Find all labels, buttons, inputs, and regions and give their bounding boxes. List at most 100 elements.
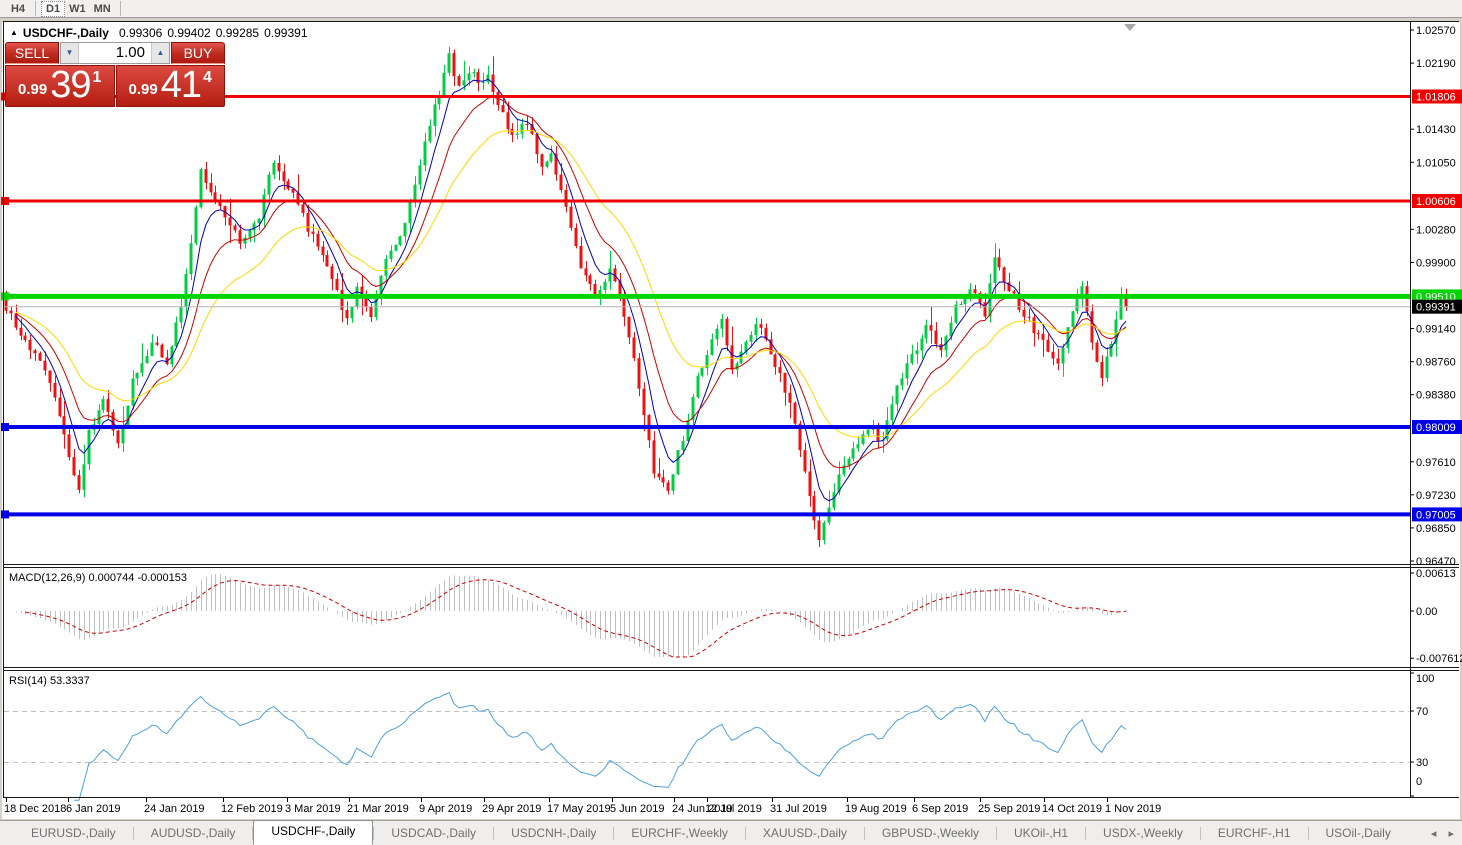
svg-text:1.02570: 1.02570 [1416, 25, 1456, 37]
tab-separator [613, 827, 615, 840]
svg-text:14 Oct 2019: 14 Oct 2019 [1042, 803, 1102, 815]
symbol-name: USDCHF-,Daily [22, 26, 109, 40]
volume-decrease-button[interactable]: ▼ [61, 43, 79, 63]
ma-line-26 [15, 129, 1127, 438]
svg-text:19 Aug 2019: 19 Aug 2019 [845, 803, 907, 815]
svg-text:100: 100 [1416, 673, 1434, 685]
level-lines [1, 92, 1410, 519]
tab-scroll-left-button[interactable]: ◂ [1430, 828, 1437, 840]
svg-text:29 Apr 2019: 29 Apr 2019 [482, 803, 541, 815]
price-axis: 1.02570 1.02190 1.01430 1.01050 1.00280 0.999… [1410, 25, 1462, 568]
level-line-handle[interactable] [1, 423, 9, 432]
level-line-handle[interactable] [1, 510, 9, 519]
svg-text:1.01806: 1.01806 [1416, 92, 1456, 104]
one-click-trading-panel: SELL ▼ 1.00 ▲ BUY 0.99 39 1 0.99 41 4 [5, 42, 225, 107]
svg-text:1.00280: 1.00280 [1416, 224, 1456, 236]
tab-scroll-right-button[interactable]: ▸ [1448, 828, 1454, 840]
svg-text:0.97230: 0.97230 [1416, 490, 1456, 502]
macd-signal-line [25, 579, 1127, 658]
buy-button[interactable]: BUY [171, 42, 225, 64]
sell-price-sup: 1 [92, 69, 102, 86]
svg-text:0.96470: 0.96470 [1416, 556, 1456, 568]
tab-separator [996, 827, 998, 840]
tab-audusd-daily[interactable]: AUDUSD-,Daily [150, 826, 236, 840]
symbol-tab-bar: EURUSD-,Daily AUDUSD-,Daily USDCHF-,Daily U… [0, 820, 1462, 845]
svg-text:30: 30 [1416, 757, 1428, 769]
ma-line-6 [15, 78, 1127, 502]
svg-text:17 May 2019: 17 May 2019 [547, 803, 611, 815]
volume-increase-button[interactable]: ▲ [151, 43, 169, 63]
tab-separator [1199, 827, 1201, 840]
tab-separator [252, 827, 254, 840]
svg-text:5 Jun 2019: 5 Jun 2019 [610, 803, 664, 815]
tab-xauusd-daily[interactable]: XAUUSD-,Daily [762, 826, 847, 840]
tab-ukoil-h1[interactable]: UKOil-,H1 [1014, 826, 1069, 840]
tab-eurusd-daily[interactable]: EURUSD-,Daily [31, 826, 116, 840]
svg-text:0.97610: 0.97610 [1416, 457, 1456, 469]
tab-separator [493, 827, 495, 840]
pane-borders [3, 21, 1459, 798]
timeframe-button-mn[interactable]: MN [93, 2, 111, 15]
sell-price-big: 39 [50, 64, 91, 106]
svg-text:0: 0 [1416, 776, 1422, 788]
svg-text:0.96850: 0.96850 [1416, 523, 1456, 535]
sell-price-button[interactable]: 0.99 39 1 [5, 65, 115, 107]
sell-price-prefix: 0.99 [18, 81, 48, 98]
buy-price-big: 41 [160, 64, 202, 106]
tab-separator [132, 827, 134, 840]
rsi-indicator-label: RSI(14) 53.3337 [9, 675, 90, 687]
tab-gbpusd-weekly[interactable]: GBPUSD-,Weekly [881, 826, 980, 840]
svg-text:31 Jul 2019: 31 Jul 2019 [770, 803, 827, 815]
quote-open: 0.99306 [118, 26, 163, 40]
chart-title: ▲ USDCHF-,Daily 0.99306 0.99402 0.99285 0.993… [10, 26, 313, 40]
buy-price-button[interactable]: 0.99 41 4 [115, 64, 225, 107]
toolbar-separator [35, 1, 36, 16]
level-line-handle[interactable] [1, 196, 9, 205]
macd-pane [11, 574, 1127, 658]
tab-usoil-daily[interactable]: USOil-,Daily [1325, 826, 1391, 840]
svg-text:1.02190: 1.02190 [1416, 58, 1456, 70]
svg-text:1.01050: 1.01050 [1416, 157, 1456, 169]
volume-input[interactable]: 1.00 [115, 44, 145, 61]
svg-text:0.99900: 0.99900 [1416, 257, 1456, 269]
macd-name: MACD(12,26,9) [9, 572, 86, 584]
moving-average-lines [15, 78, 1127, 502]
svg-text:0.98380: 0.98380 [1416, 390, 1456, 402]
timeframe-button-h4[interactable]: H4 [10, 2, 26, 15]
tab-separator [1085, 827, 1087, 840]
svg-text:6 Jan 2019: 6 Jan 2019 [66, 803, 120, 815]
svg-text:1.00606: 1.00606 [1416, 196, 1456, 208]
svg-text:12 Feb 2019: 12 Feb 2019 [221, 803, 283, 815]
tab-usdcad-daily[interactable]: USDCAD-,Daily [391, 826, 477, 840]
symbol-triangle-icon: ▲ [10, 28, 18, 37]
svg-text:24 Jan 2019: 24 Jan 2019 [144, 803, 205, 815]
price-badge [1412, 194, 1462, 208]
level-line-handle[interactable] [1, 292, 9, 301]
svg-text:1 Nov 2019: 1 Nov 2019 [1105, 803, 1161, 815]
svg-text:0.00613: 0.00613 [1416, 568, 1456, 580]
svg-text:0.00: 0.00 [1416, 606, 1437, 618]
tab-usdchf-daily[interactable]: USDCHF-,Daily [253, 820, 374, 845]
tab-separator [1307, 827, 1309, 840]
tab-usdcnh-daily[interactable]: USDCNH-,Daily [511, 826, 597, 840]
tab-usdx-weekly[interactable]: USDX-,Weekly [1103, 826, 1183, 840]
svg-text:12 Jul 2019: 12 Jul 2019 [705, 803, 762, 815]
svg-text:6 Sep 2019: 6 Sep 2019 [912, 803, 968, 815]
chart-shift-marker-icon [1124, 24, 1136, 31]
sell-button[interactable]: SELL [5, 42, 59, 64]
toolbar-separator [119, 1, 121, 16]
timeframe-button-d1[interactable]: D1 [41, 0, 66, 17]
svg-text:0.99391: 0.99391 [1416, 302, 1456, 314]
price-badge [1412, 507, 1462, 522]
svg-text:0.98760: 0.98760 [1416, 357, 1456, 369]
svg-text:0.98009: 0.98009 [1416, 422, 1456, 434]
tab-eurchf-weekly[interactable]: EURCHF-,Weekly [631, 826, 728, 840]
svg-text:-0.007612: -0.007612 [1416, 653, 1462, 665]
tab-eurchf-h1[interactable]: EURCHF-,H1 [1217, 826, 1291, 840]
macd-signal-value: -0.000153 [137, 572, 187, 584]
quote-high: 0.99402 [167, 26, 211, 40]
svg-text:9 Apr 2019: 9 Apr 2019 [419, 803, 472, 815]
timeframe-button-w1[interactable]: W1 [69, 2, 86, 15]
